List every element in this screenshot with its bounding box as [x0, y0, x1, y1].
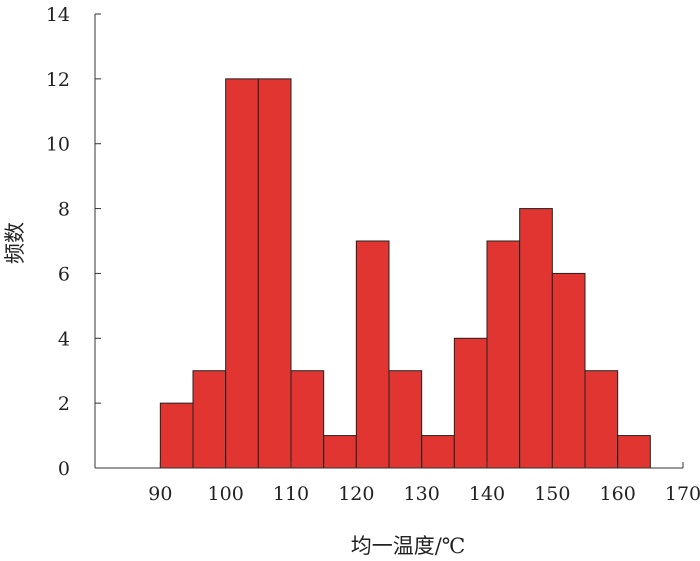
- x-tick-label-140: 140: [469, 483, 505, 505]
- histogram-bar-135-140: [453, 337, 488, 469]
- y-tick-label-4: 4: [58, 328, 70, 350]
- y-axis-title: 频数: [3, 222, 27, 264]
- x-tick-label-90: 90: [148, 483, 172, 505]
- x-tick-label-120: 120: [338, 483, 374, 505]
- x-tick-label-170: 170: [665, 483, 700, 505]
- histogram-bar-120-125: [355, 240, 390, 469]
- x-tick-label-100: 100: [208, 483, 244, 505]
- histogram-bar-155-160: [584, 370, 619, 469]
- histogram-bar-105-110: [257, 78, 292, 469]
- histogram-bar-115-120: [323, 435, 357, 469]
- x-tick-label-150: 150: [534, 483, 570, 505]
- histogram-bar-160-165: [617, 435, 651, 469]
- histogram-bar-125-130: [388, 370, 423, 469]
- y-tick-label-0: 0: [58, 458, 70, 480]
- y-tick-label-10: 10: [46, 134, 70, 156]
- histogram-bar-110-115: [290, 370, 325, 469]
- x-axis-title: 均一温度/℃: [351, 534, 466, 558]
- histogram-bar-140-145: [486, 240, 521, 469]
- y-tick-label-14: 14: [46, 4, 70, 26]
- histogram-bar-145-150: [519, 208, 553, 469]
- x-tick-labels: 90 100 110 120 130 140 150 160 170: [148, 483, 700, 505]
- y-tick-label-8: 8: [58, 199, 70, 221]
- axes-group: [94, 13, 684, 469]
- bars-group: [159, 78, 651, 469]
- histogram-bar-95-100: [192, 370, 227, 469]
- y-tick-label-2: 2: [58, 393, 70, 415]
- histogram-bar-100-105: [225, 78, 259, 469]
- x-tick-label-160: 160: [600, 483, 636, 505]
- y-tick-label-6: 6: [58, 263, 70, 285]
- histogram-bar-150-155: [551, 272, 586, 469]
- x-tick-label-130: 130: [404, 483, 440, 505]
- x-tick-label-110: 110: [273, 483, 309, 505]
- histogram-bar-130-135: [421, 435, 455, 469]
- y-tick-labels: 0 2 4 6 8 10 12 14: [46, 4, 70, 480]
- y-tick-label-12: 12: [46, 69, 70, 91]
- histogram-bar-90-95: [159, 402, 194, 469]
